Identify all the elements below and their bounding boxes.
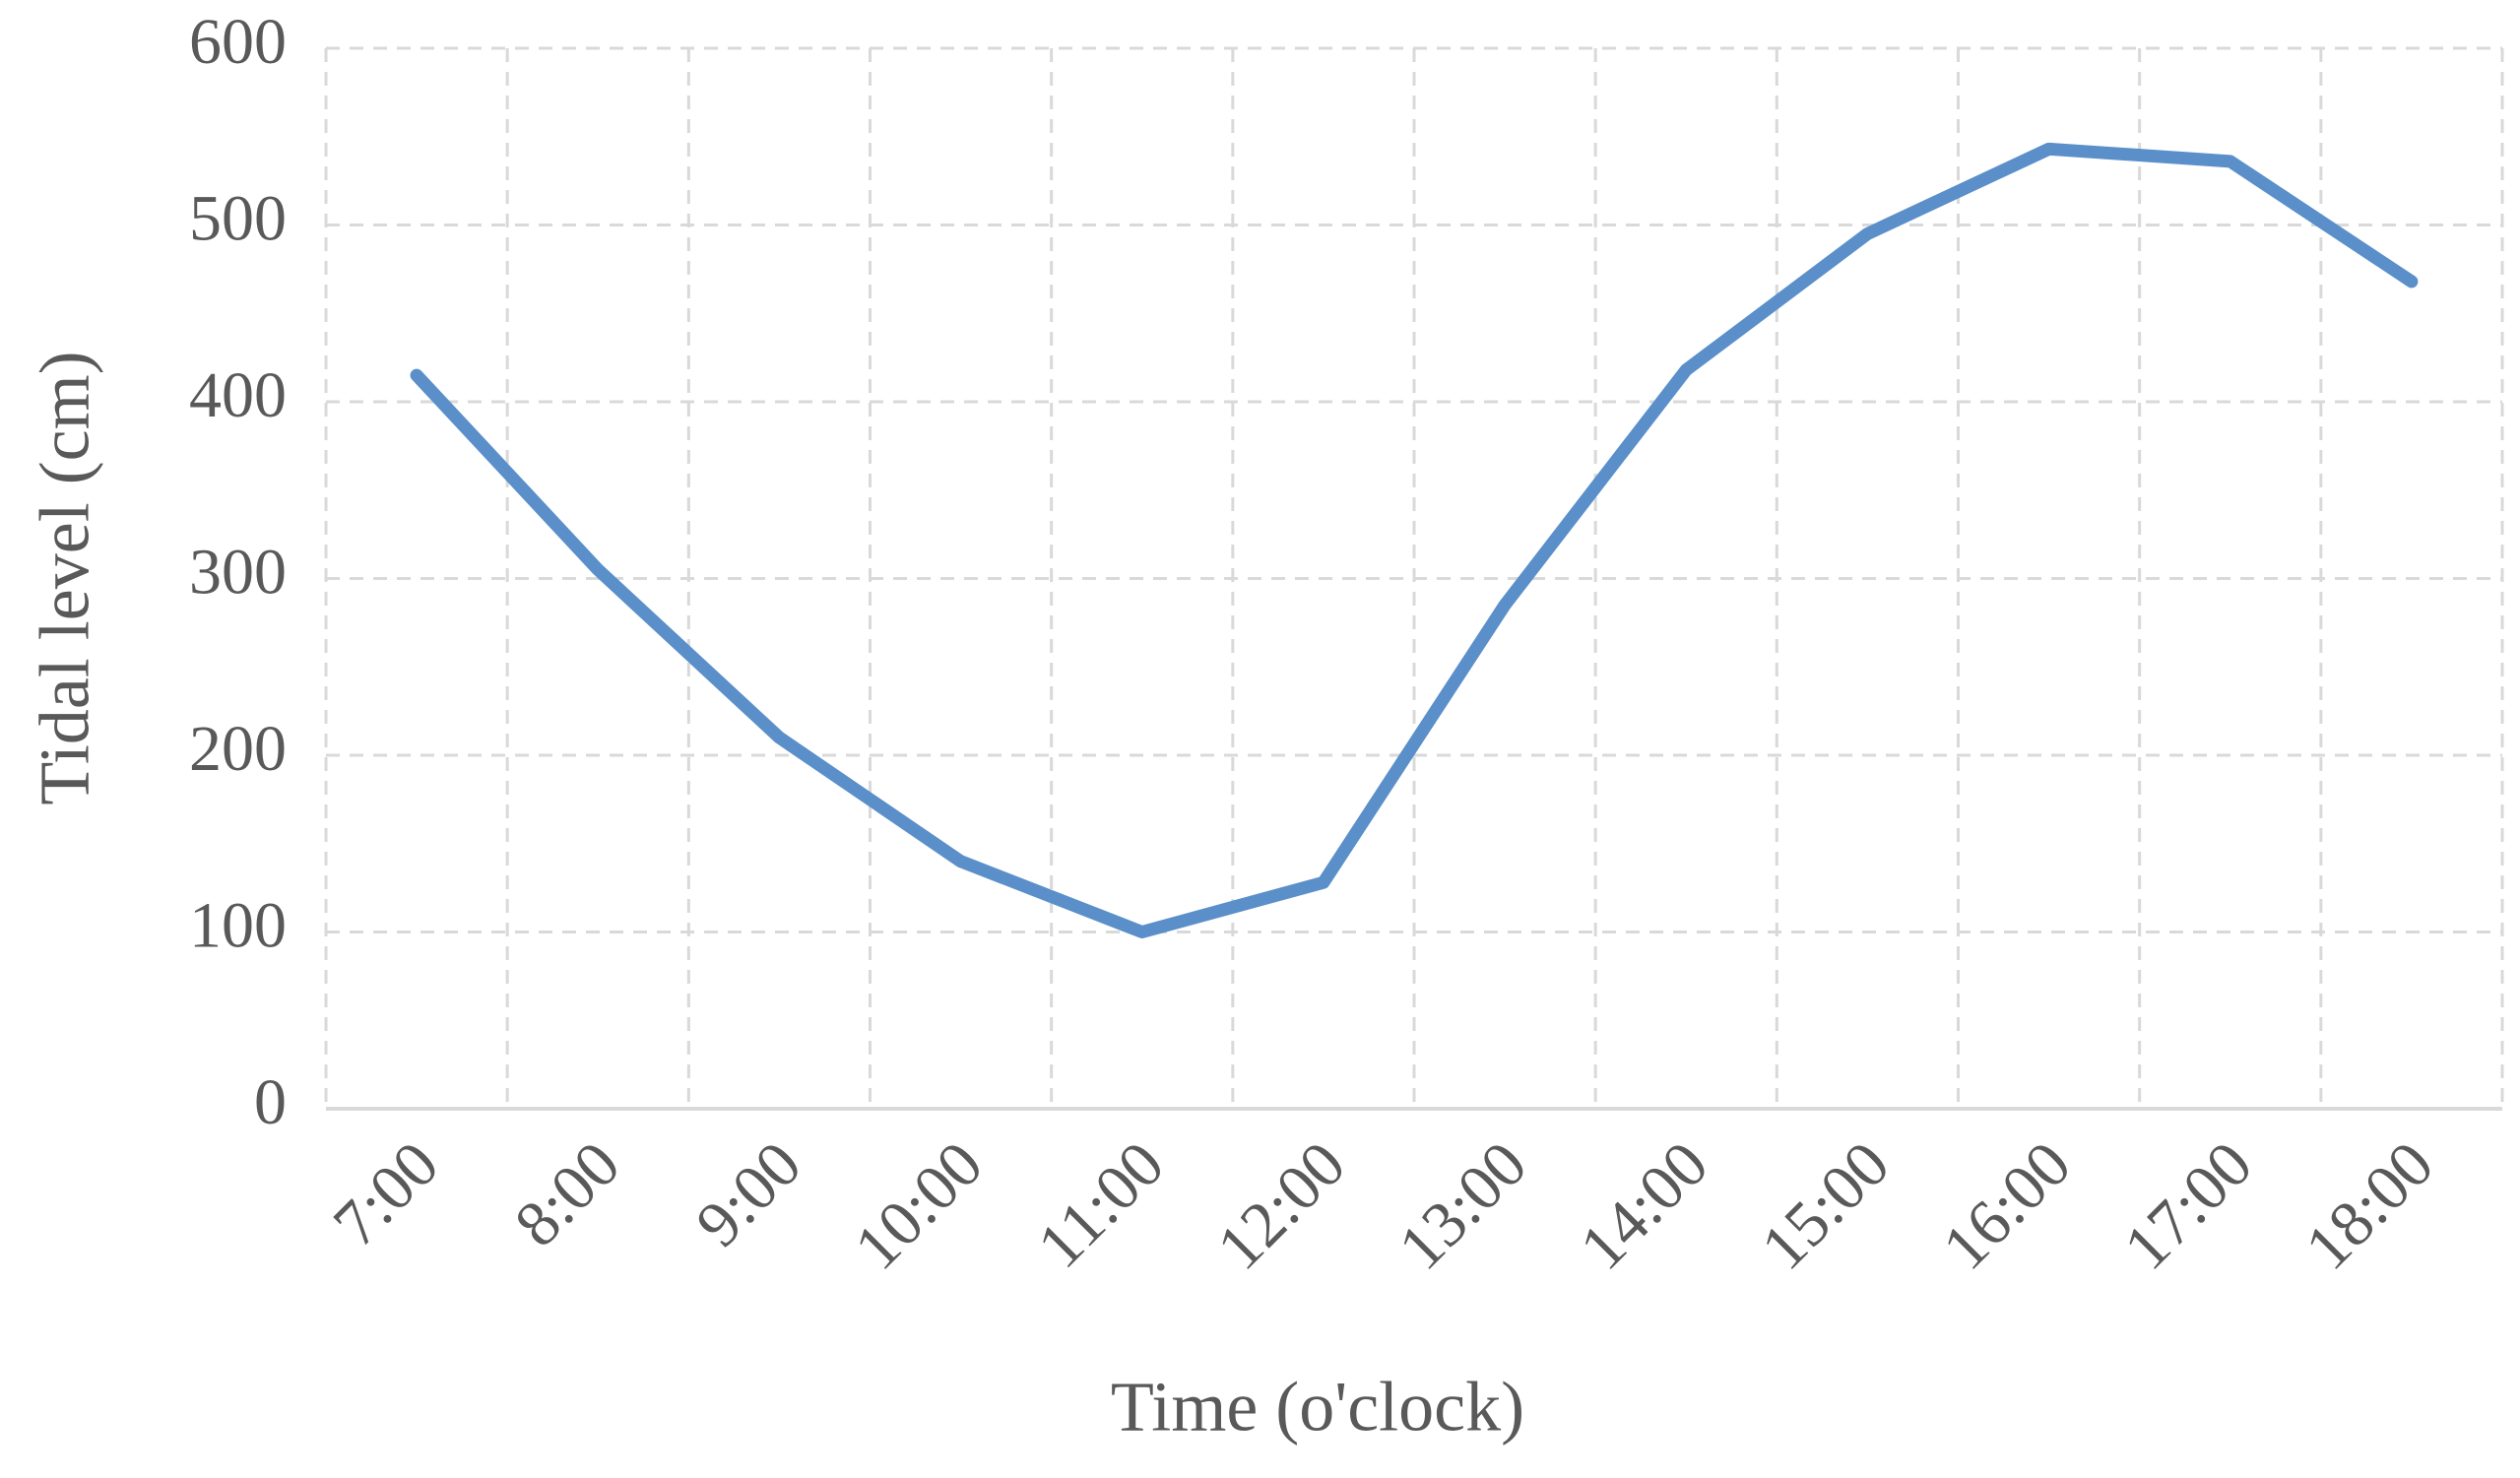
x-tick-label: 17:00 — [2110, 1128, 2266, 1284]
x-tick-label: 12:00 — [1203, 1128, 1359, 1284]
y-tick-label: 100 — [189, 890, 287, 962]
x-tick-label: 18:00 — [2292, 1128, 2447, 1284]
x-tick-label: 13:00 — [1385, 1128, 1540, 1284]
y-tick-label: 300 — [189, 537, 287, 609]
x-tick-label: 7:00 — [320, 1128, 453, 1261]
y-tick-label: 600 — [189, 6, 287, 78]
x-tick-label: 9:00 — [682, 1128, 815, 1261]
x-tick-label: 11:00 — [1024, 1128, 1178, 1282]
y-axis-title: Tidal level (cm) — [26, 351, 104, 804]
x-axis-title: Time (o'clock) — [1111, 1368, 1524, 1446]
x-tick-label: 14:00 — [1567, 1128, 1722, 1284]
x-tick-label: 8:00 — [501, 1128, 634, 1261]
x-tick-label: 16:00 — [1929, 1128, 2085, 1284]
y-tick-label: 400 — [189, 359, 287, 431]
y-tick-label: 200 — [189, 713, 287, 785]
x-tick-label: 15:00 — [1748, 1128, 1904, 1284]
x-tick-label: 10:00 — [841, 1128, 997, 1284]
y-tick-label: 500 — [189, 183, 287, 255]
y-tick-label: 0 — [254, 1066, 287, 1138]
data-line — [410, 142, 2419, 938]
